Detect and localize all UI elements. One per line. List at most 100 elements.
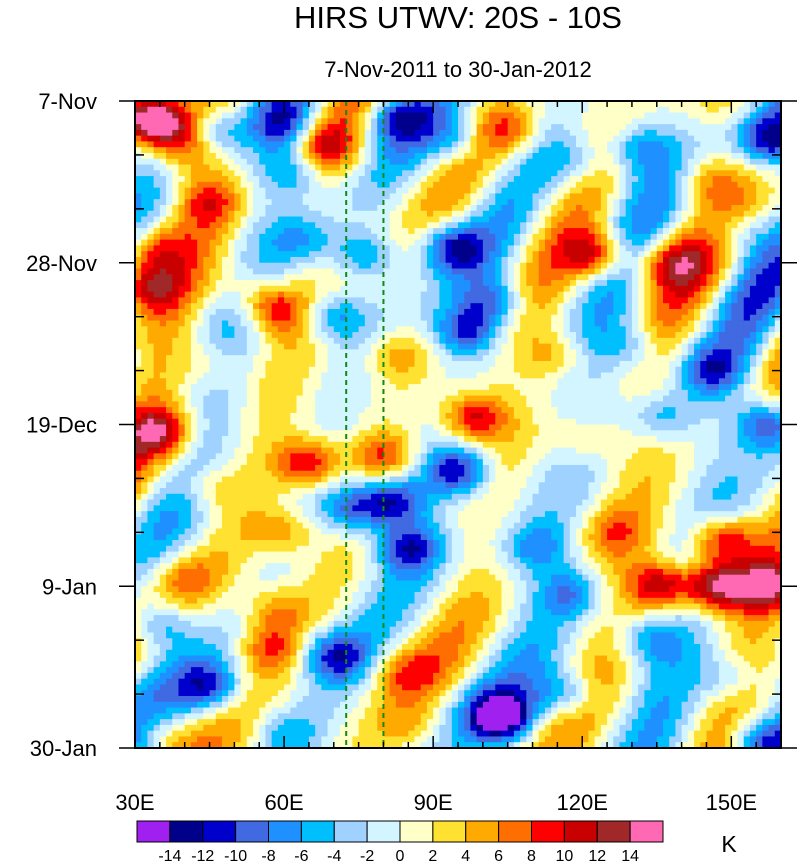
field-cell	[700, 118, 708, 125]
field-cell	[476, 291, 484, 299]
field-cell	[371, 355, 378, 362]
field-cell	[159, 152, 167, 160]
field-cell	[259, 326, 267, 333]
field-cell	[576, 152, 583, 160]
field-cell	[588, 112, 596, 119]
field-cell	[582, 129, 590, 137]
field-cell	[725, 349, 732, 356]
field-cell	[433, 251, 440, 258]
field-cell	[613, 285, 621, 293]
field-cell	[687, 106, 695, 114]
field-cell	[501, 158, 509, 166]
field-cell	[613, 147, 621, 154]
field-cell	[327, 245, 335, 252]
field-cell	[383, 199, 391, 206]
field-cell	[234, 193, 242, 200]
field-cell	[221, 233, 229, 241]
field-cell	[725, 233, 732, 241]
field-cell	[209, 216, 217, 223]
field-cell	[600, 124, 608, 131]
field-cell	[377, 372, 385, 379]
field-cell	[607, 291, 614, 299]
field-cell	[408, 158, 416, 166]
field-cell	[253, 366, 260, 374]
field-cell	[762, 228, 770, 235]
field-cell	[439, 158, 447, 166]
field-cell	[234, 199, 242, 206]
field-cell	[495, 308, 503, 316]
field-cell	[681, 199, 689, 206]
field-cell	[526, 343, 534, 351]
field-cell	[290, 274, 298, 281]
field-cell	[408, 147, 416, 154]
field-cell	[662, 332, 670, 339]
field-cell	[625, 314, 633, 322]
field-cell	[433, 135, 440, 143]
field-cell	[501, 355, 509, 362]
field-cell	[408, 320, 416, 327]
field-cell	[259, 164, 267, 171]
field-cell	[389, 141, 397, 148]
field-cell	[700, 170, 708, 177]
field-cell	[774, 210, 781, 218]
field-cell	[576, 251, 583, 258]
field-cell	[389, 297, 397, 304]
field-cell	[445, 251, 453, 258]
field-cell	[669, 314, 676, 322]
field-cell	[526, 332, 534, 339]
field-cell	[681, 158, 689, 166]
field-cell	[650, 308, 658, 316]
field-cell	[333, 181, 341, 189]
field-cell	[681, 106, 689, 114]
field-cell	[197, 262, 204, 270]
field-cell	[402, 176, 409, 183]
field-cell	[302, 181, 310, 189]
field-cell	[718, 297, 726, 304]
field-cell	[259, 118, 267, 125]
field-cell	[675, 124, 683, 131]
field-cell	[482, 349, 490, 356]
field-cell	[731, 262, 739, 270]
field-cell	[694, 366, 701, 374]
field-cell	[464, 204, 472, 212]
field-cell	[513, 239, 521, 247]
field-cell	[420, 204, 428, 212]
field-cell	[426, 291, 434, 299]
field-cell	[395, 360, 403, 368]
field-cell	[532, 372, 540, 379]
field-cell	[333, 233, 341, 241]
field-cell	[507, 199, 515, 206]
field-cell	[582, 314, 590, 322]
field-cell	[507, 314, 515, 322]
field-cell	[656, 245, 664, 252]
field-cell	[756, 239, 763, 247]
field-cell	[743, 233, 751, 241]
field-cell	[551, 256, 558, 264]
field-cell	[433, 101, 440, 108]
field-cell	[513, 291, 521, 299]
field-cell	[153, 101, 161, 108]
field-cell	[253, 256, 260, 264]
field-cell	[625, 280, 633, 287]
field-cell	[551, 228, 558, 235]
field-cell	[296, 349, 304, 356]
field-cell	[464, 332, 472, 339]
field-cell	[458, 106, 465, 114]
field-cell	[333, 176, 341, 183]
field-cell	[215, 141, 223, 148]
field-cell	[725, 343, 732, 351]
field-cell	[675, 355, 683, 362]
field-cell	[215, 181, 223, 189]
field-cell	[600, 291, 608, 299]
field-cell	[277, 199, 285, 206]
field-cell	[706, 262, 714, 270]
field-cell	[246, 112, 254, 119]
field-cell	[259, 193, 267, 200]
field-cell	[234, 135, 242, 143]
field-cell	[451, 193, 459, 200]
field-cell	[445, 118, 453, 125]
field-cell	[339, 308, 347, 316]
field-cell	[544, 187, 552, 195]
field-cell	[470, 372, 478, 379]
field-cell	[408, 268, 416, 275]
